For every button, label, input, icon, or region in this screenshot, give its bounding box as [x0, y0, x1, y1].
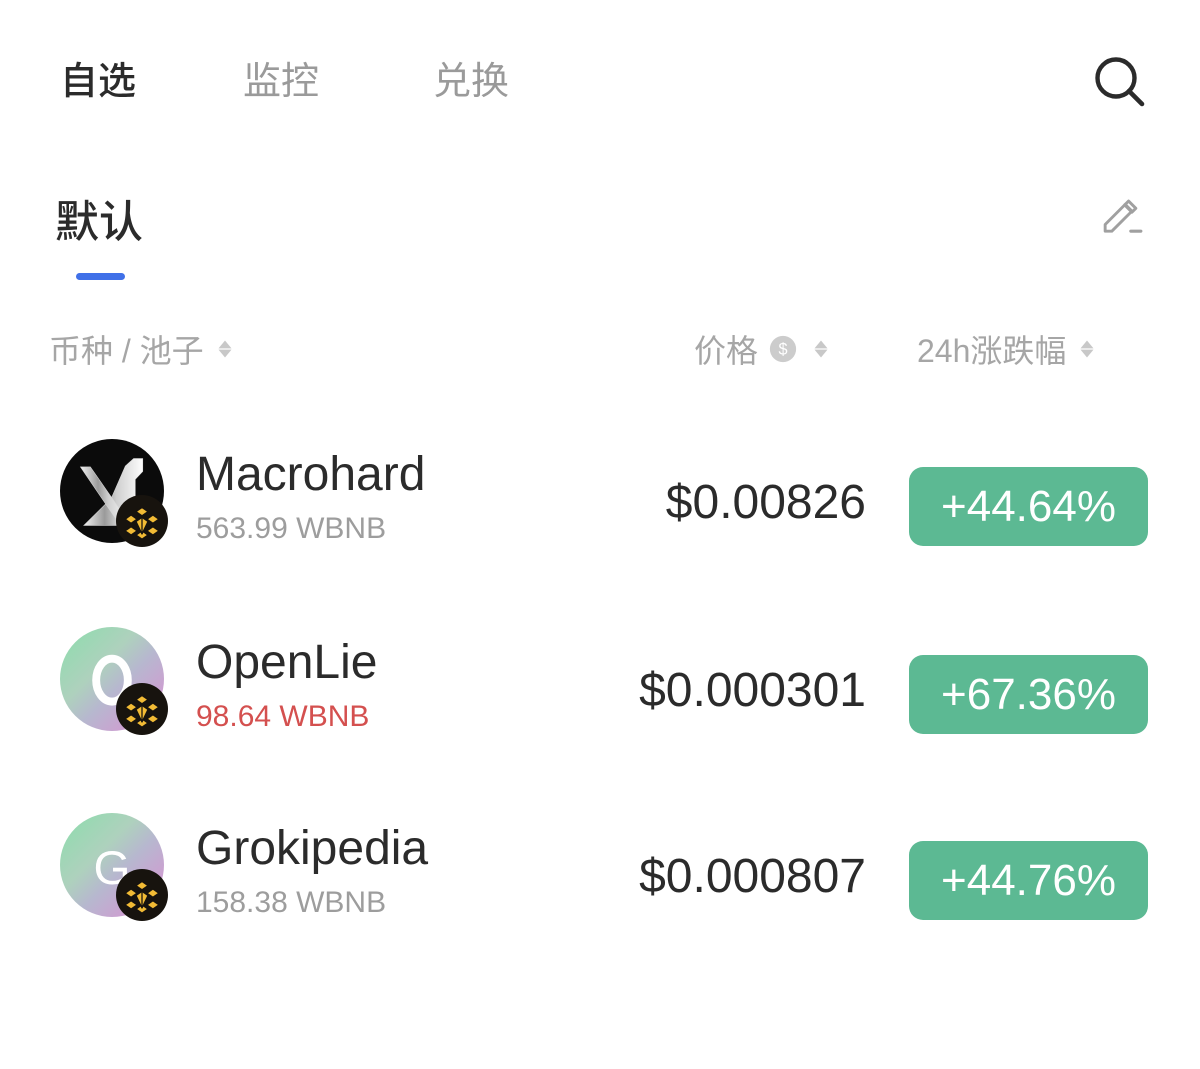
svg-text:$: $	[778, 341, 787, 359]
